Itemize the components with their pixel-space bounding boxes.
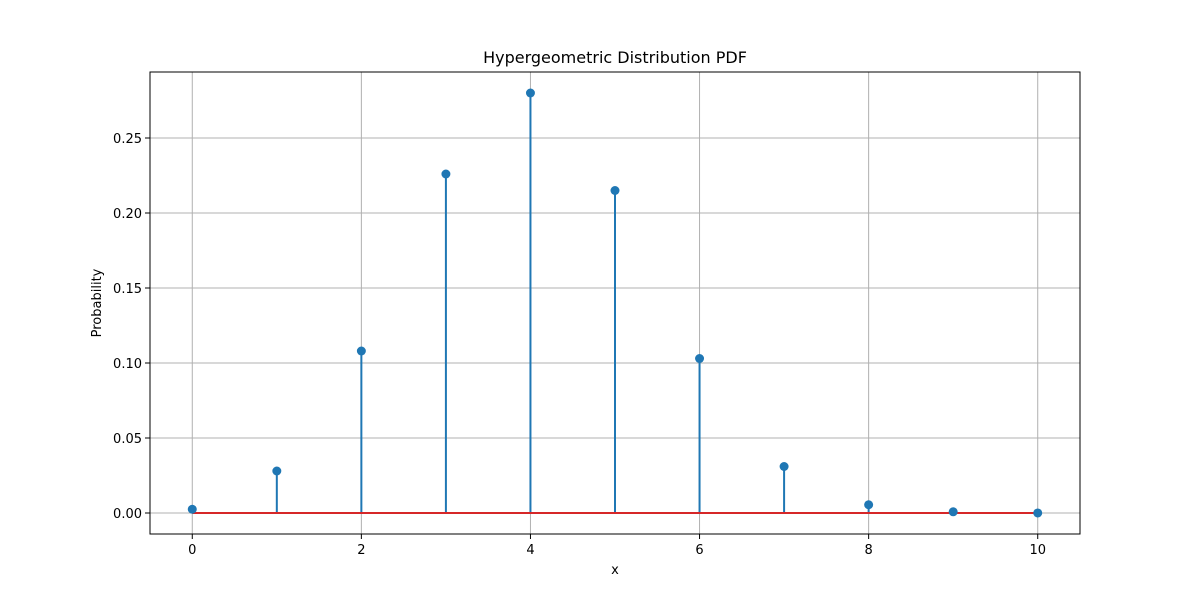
y-tick-label: 0.15: [113, 282, 142, 297]
x-tick-label: 6: [695, 543, 703, 558]
y-axis-label: Probability: [90, 268, 105, 337]
stem-marker: [525, 88, 535, 98]
y-tick-label: 0.00: [113, 507, 142, 522]
stem-marker: [441, 169, 451, 179]
stem-marker: [1033, 508, 1043, 518]
stem-marker: [948, 507, 958, 517]
x-tick-label: 4: [526, 543, 534, 558]
y-tick-label: 0.05: [113, 432, 142, 447]
x-tick-label: 10: [1029, 543, 1046, 558]
stem-marker: [864, 500, 874, 510]
markers: [187, 88, 1043, 518]
y-tick-label: 0.25: [113, 132, 142, 147]
stem-marker: [187, 504, 197, 514]
x-tick-label: 8: [864, 543, 872, 558]
stem-marker: [272, 466, 282, 476]
stem-marker: [356, 346, 366, 356]
plot-frame: [149, 71, 1081, 535]
x-ticks: 0 2 4 6 8 10: [188, 534, 1046, 558]
y-tick-label: 0.20: [113, 207, 142, 222]
chart-title: Hypergeometric Distribution PDF: [483, 48, 747, 67]
x-tick-label: 0: [188, 543, 196, 558]
y-ticks: 0.00 0.05 0.10 0.15 0.20 0.25: [113, 132, 150, 522]
y-tick-label: 0.10: [113, 357, 142, 372]
stem-marker: [610, 186, 620, 195]
x-axis-label: x: [611, 563, 619, 578]
x-tick-label: 2: [357, 543, 365, 558]
stems: [191, 93, 1039, 513]
stem-marker: [695, 354, 705, 363]
stem-marker: [779, 462, 789, 471]
